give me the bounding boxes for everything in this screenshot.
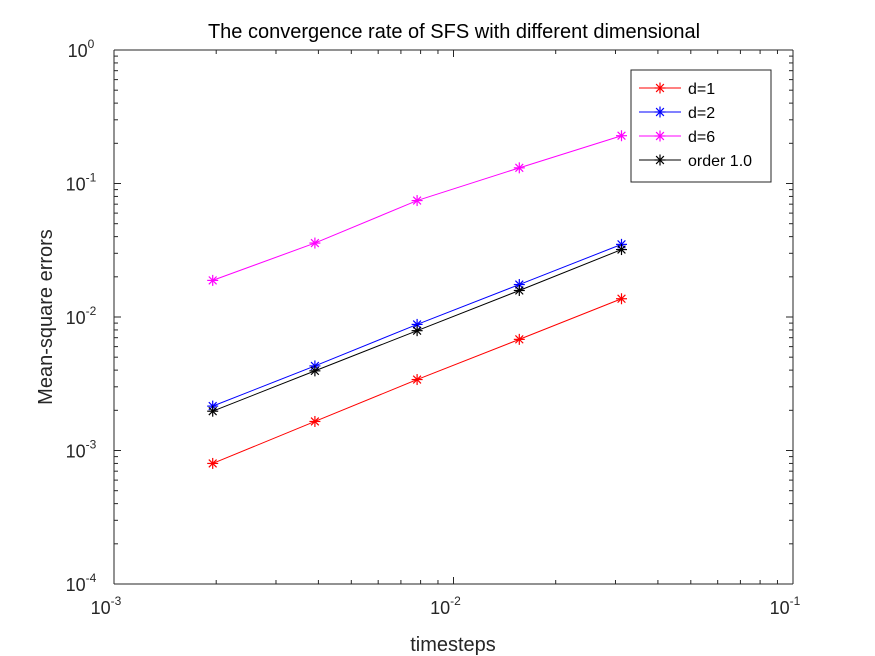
x-tick-label: 10-2 [430, 594, 461, 618]
y-axis-label: Mean-square errors [35, 229, 57, 405]
y-tick-label: 10-2 [66, 304, 97, 328]
data-point-order-1-0 [309, 365, 321, 377]
series-layer [207, 130, 628, 469]
legend-marker [654, 82, 666, 94]
data-point-order-1-0 [513, 284, 525, 296]
data-point-d-1 [513, 333, 525, 345]
x-axis-label: timesteps [410, 634, 496, 656]
data-point-d-6 [616, 130, 628, 142]
x-tick-label: 10-1 [770, 594, 801, 618]
data-point-d-1 [207, 457, 219, 469]
legend-marker [654, 106, 666, 118]
y-tick-label: 10-4 [66, 571, 97, 595]
data-point-order-1-0 [207, 405, 219, 417]
data-point-d-6 [309, 237, 321, 249]
legend-marker [654, 154, 666, 166]
data-point-order-1-0 [616, 244, 628, 256]
chart-title: The convergence rate of SFS with differe… [208, 21, 700, 43]
legend-marker [654, 130, 666, 142]
legend: d=1 d=2 d=6 order 1.0 [630, 69, 772, 183]
data-point-d-1 [411, 374, 423, 386]
data-point-d-1 [309, 415, 321, 427]
legend-entry-d-2: d=2 [639, 105, 715, 122]
data-point-d-6 [411, 195, 423, 207]
data-point-d-6 [513, 162, 525, 174]
legend-box [630, 69, 772, 183]
legend-entry-d-1: d=1 [639, 81, 715, 98]
x-tick-label: 10-3 [91, 594, 122, 618]
data-point-d-1 [616, 293, 628, 305]
legend-label: d=1 [688, 81, 715, 98]
legend-label: order 1.0 [688, 153, 752, 170]
legend-label: d=2 [688, 105, 715, 122]
y-tick-label: 10-1 [66, 171, 97, 195]
legend-entry-d-6: d=6 [639, 129, 715, 146]
data-point-d-6 [207, 274, 219, 286]
legend-entry-order-1-0: order 1.0 [639, 153, 752, 170]
data-point-order-1-0 [411, 325, 423, 337]
y-tick-label: 10-3 [66, 438, 97, 462]
legend-label: d=6 [688, 129, 715, 146]
y-tick-label: 100 [68, 37, 95, 61]
